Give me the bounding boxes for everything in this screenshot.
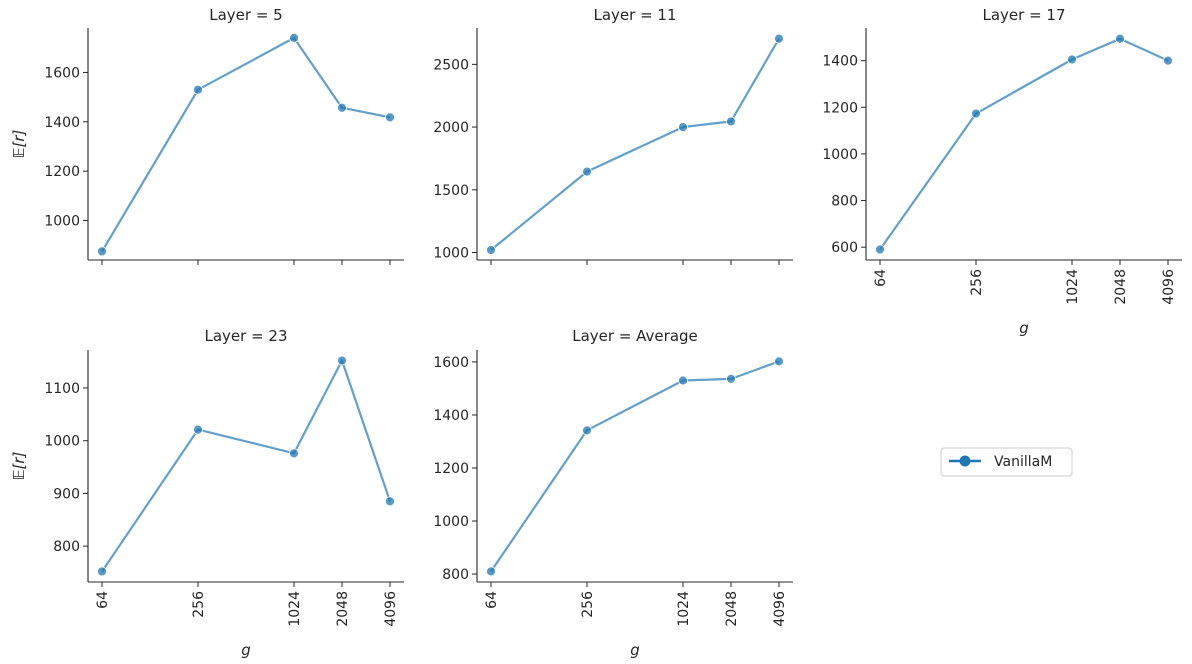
data-point [1067,54,1077,65]
data-point [678,122,688,132]
data-point [582,166,592,177]
series-line [101,359,392,573]
legend-marker-swatch [959,455,971,467]
data-point [1115,33,1125,44]
data-point [1163,55,1173,66]
x-axis-label: g [630,641,640,659]
panel-title: Layer = 5 [209,6,282,24]
panel-layer-5: Layer = 5 𝔼[r] 1000 1200 1400 1600 [10,6,404,265]
y-tick-label: 1000 [433,514,469,530]
data-point [385,496,395,507]
y-tick-label: 900 [53,486,80,502]
x-axis-label: g [1019,319,1029,337]
y-tick-label: 600 [831,240,858,256]
data-point [774,33,784,44]
y-tick-label: 800 [831,194,858,210]
series-line [101,36,391,252]
series-line [490,38,780,251]
y-axis-label: 𝔼[r] [10,451,28,480]
data-point [971,108,981,119]
x-tick-label: 256 [191,591,207,618]
data-point [486,566,496,577]
data-point [726,116,736,127]
x-tick-label: 64 [484,591,500,609]
x-tick-label: 1024 [676,591,692,627]
data-point [875,244,885,255]
y-tick-label: 1000 [822,147,858,163]
data-point [97,246,107,257]
x-tick-label: 1024 [287,591,303,627]
y-tick-label: 2500 [433,57,469,73]
legend-frame [940,447,1073,477]
series-line [879,37,1169,251]
y-tick-label: 1000 [44,214,80,230]
y-tick-label: 1600 [44,65,80,81]
data-point [193,424,203,435]
x-tick-label: 2048 [724,591,740,627]
y-tick-label: 1400 [822,54,858,70]
data-point [678,375,688,386]
y-tick-label: 1200 [433,461,469,477]
panel-title: Layer = 17 [982,6,1065,24]
x-tick-label: 2048 [335,591,351,627]
y-tick-label: 800 [53,539,80,555]
data-point [726,374,736,384]
panel-title: Layer = 23 [204,327,287,345]
x-tick-label: 256 [969,269,985,296]
data-point [486,245,496,255]
panel-layer-average: Layer = Average g 800 1000 1200 1400 1600 64 2… [433,327,793,659]
y-tick-label: 1000 [433,245,469,261]
data-point [337,102,347,113]
y-tick-label: 1000 [44,434,80,450]
x-tick-label: 4096 [1161,269,1177,305]
legend-entry-label: VanillaM [994,454,1052,470]
x-tick-label: 4096 [772,591,788,627]
data-point [337,355,347,366]
y-tick-label: 800 [442,567,469,583]
x-tick-label: 256 [580,591,596,618]
x-tick-label: 4096 [383,591,399,627]
panel-layer-17: Layer = 17 g 600 800 1000 1200 1400 64 256 1024… [822,6,1182,337]
x-tick-label: 2048 [1113,269,1129,305]
x-axis-label: g [241,641,251,659]
x-tick-label: 64 [95,591,111,609]
panel-title: Layer = Average [572,327,698,345]
data-point [289,32,299,43]
x-tick-label: 64 [873,269,889,287]
panel-layer-11: Layer = 11 1000 1500 2000 2500 [433,6,793,265]
y-tick-label: 2000 [433,120,469,136]
data-point [385,112,395,123]
data-point [289,448,299,459]
y-tick-label: 1500 [433,183,469,199]
data-point [193,84,203,95]
y-tick-label: 1200 [44,164,80,180]
y-tick-label: 1100 [44,381,80,397]
panel-title: Layer = 11 [593,6,676,24]
data-point [97,566,107,577]
y-tick-label: 1400 [433,408,469,424]
y-tick-label: 1200 [822,100,858,116]
legend: VanillaM [940,447,1073,477]
panel-layer-23: Layer = 23 𝔼[r] g 800 900 1000 1100 64 256 102… [10,327,404,659]
series-line [490,360,780,573]
data-point [774,356,784,367]
y-tick-label: 1600 [433,355,469,371]
x-tick-label: 1024 [1065,269,1081,305]
y-axis-label: 𝔼[r] [10,129,28,158]
data-point [582,425,592,436]
y-tick-label: 1400 [44,115,80,131]
